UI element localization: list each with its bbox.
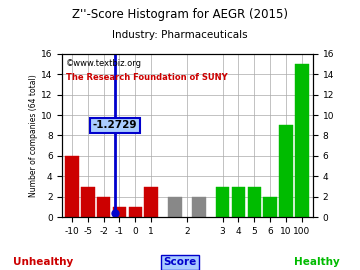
Text: Score: Score [163,257,197,267]
Bar [97,197,111,217]
Text: Z''-Score Histogram for AEGR (2015): Z''-Score Histogram for AEGR (2015) [72,8,288,21]
Text: ©www.textbiz.org: ©www.textbiz.org [66,59,142,68]
Bar [113,207,126,217]
Text: -1.2729: -1.2729 [93,120,138,130]
Bar [168,197,182,217]
Bar [248,187,261,217]
Bar [295,64,309,217]
Y-axis label: Number of companies (64 total): Number of companies (64 total) [30,74,39,197]
Bar [232,187,245,217]
Bar [192,197,206,217]
Text: Industry: Pharmaceuticals: Industry: Pharmaceuticals [112,30,248,40]
Bar [81,187,95,217]
Bar [65,156,78,217]
Bar [144,187,158,217]
Bar [264,197,277,217]
Bar [129,207,142,217]
Bar [279,125,293,217]
Text: Healthy: Healthy [294,257,340,267]
Text: Unhealthy: Unhealthy [13,257,73,267]
Text: The Research Foundation of SUNY: The Research Foundation of SUNY [66,73,228,82]
Bar [216,187,229,217]
